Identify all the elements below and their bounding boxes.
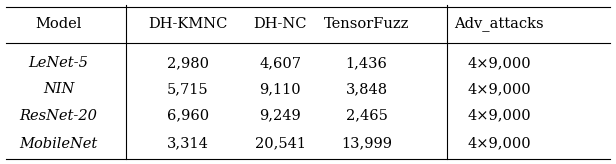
Text: 2,980: 2,980 [167, 56, 209, 70]
Text: NIN: NIN [43, 82, 74, 96]
Text: ResNet-20: ResNet-20 [20, 109, 97, 123]
Text: 4×9,000: 4×9,000 [467, 109, 531, 123]
Text: 4×9,000: 4×9,000 [467, 136, 531, 151]
Text: MobileNet: MobileNet [19, 136, 98, 151]
Text: 6,960: 6,960 [167, 109, 209, 123]
Text: 9,249: 9,249 [259, 109, 301, 123]
Text: Adv_attacks: Adv_attacks [454, 16, 544, 31]
Text: 5,715: 5,715 [167, 82, 209, 96]
Text: 20,541: 20,541 [255, 136, 306, 151]
Text: 13,999: 13,999 [341, 136, 392, 151]
Text: 9,110: 9,110 [259, 82, 301, 96]
Text: DH-NC: DH-NC [254, 17, 307, 31]
Text: 4,607: 4,607 [259, 56, 301, 70]
Text: LeNet-5: LeNet-5 [28, 56, 89, 70]
Text: DH-KMNC: DH-KMNC [148, 17, 227, 31]
Text: 4×9,000: 4×9,000 [467, 82, 531, 96]
Text: 3,314: 3,314 [167, 136, 209, 151]
Text: TensorFuzz: TensorFuzz [324, 17, 409, 31]
Text: 4×9,000: 4×9,000 [467, 56, 531, 70]
Text: Model: Model [35, 17, 82, 31]
Text: 1,436: 1,436 [346, 56, 387, 70]
Text: 3,848: 3,848 [346, 82, 387, 96]
Text: 2,465: 2,465 [346, 109, 387, 123]
